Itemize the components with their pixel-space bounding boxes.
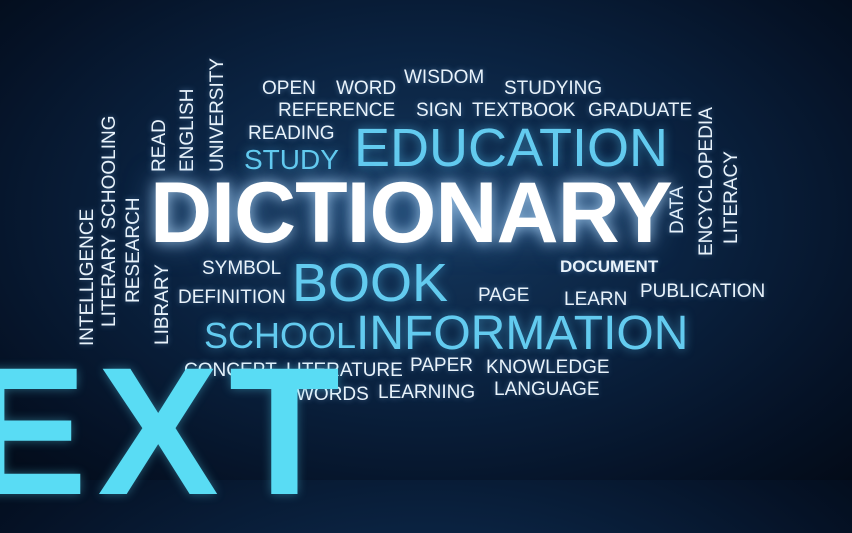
word-definition: DEFINITION [178,287,286,308]
word-studying: STUDYING [504,78,603,99]
word-sign: SIGN [416,100,463,121]
word-paper: PAPER [410,355,474,376]
word-literature: LITERATURE [286,360,403,381]
word-study: STUDY [244,144,339,175]
word-symbol: SYMBOL [202,258,282,279]
word-encyclopedia: ENCYCLOPEDIA [696,107,717,256]
word-literary-schooling: LITERARY SCHOOLING [99,115,120,327]
word-learn: LEARN [564,289,628,310]
word-reading: READING [248,123,335,144]
word-reference: REFERENCE [278,100,396,121]
word-english: ENGLISH [177,88,198,172]
word-intelligence: INTELLIGENCE [77,208,98,346]
word-open: OPEN [262,78,316,99]
word-textbook: TEXTBOOK [472,100,576,121]
word-literacy: LITERACY [721,151,742,244]
word-publication: PUBLICATION [640,281,766,302]
word-university: UNIVERSITY [207,57,228,172]
word-graduate: GRADUATE [588,100,693,121]
overlay-ext-letters: EXT [0,329,350,533]
word-learning: LEARNING [378,382,476,403]
word-document: DOCUMENT [560,257,659,276]
word-book: BOOK [292,253,449,313]
word-language: LANGUAGE [494,379,600,400]
word-education: EDUCATION [354,118,669,178]
word-dictionary: DICTIONARY [150,165,673,261]
word-page: PAGE [478,285,530,306]
word-school: SCHOOL [204,315,357,356]
word-research: RESEARCH [123,197,144,303]
word-words: WORDS [296,384,369,405]
word-word: WORD [336,78,397,99]
word-knowledge: KNOWLEDGE [486,357,610,378]
word-wisdom: WISDOM [404,67,485,88]
word-concept: CONCEPT [184,360,277,381]
word-information: INFORMATION [356,307,689,360]
